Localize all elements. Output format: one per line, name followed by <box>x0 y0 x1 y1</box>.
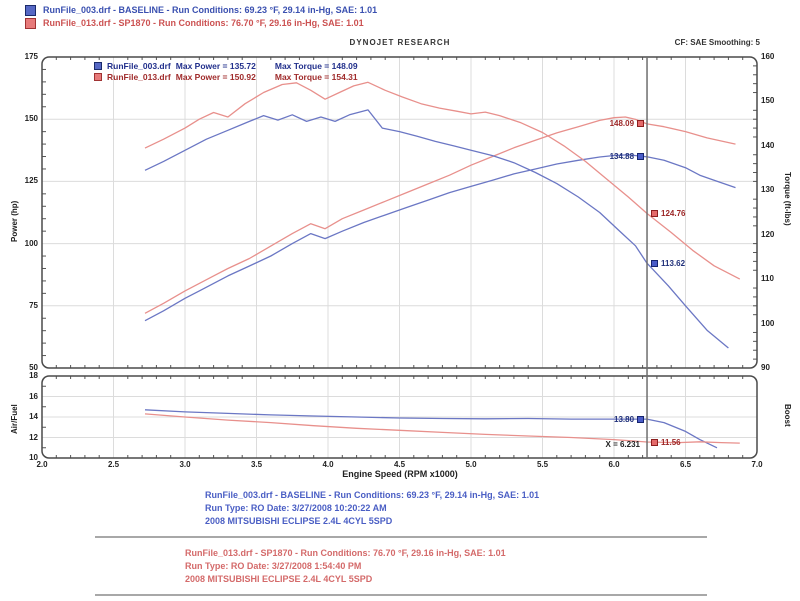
cursor-x-readout: X = 6.231 <box>605 440 640 449</box>
dynojet-research-title: DYNOJET RESEARCH <box>349 38 451 47</box>
baseline_torque-curve <box>144 109 729 349</box>
correction-smoothing-label: CF: SAE Smoothing: 5 <box>674 38 760 47</box>
header-run-sp1870: RunFile_013.drf - SP1870 - Run Condition… <box>25 17 364 29</box>
footer-baseline-line3: 2008 MITSUBISHI ECLIPSE 2.4L 4CYL 5SPD <box>205 516 393 526</box>
footer-baseline-line2: Run Type: RO Date: 3/27/2008 10:20:22 AM <box>205 503 387 513</box>
footer-baseline-block: RunFile_003.drf - BASELINE - Run Conditi… <box>205 489 539 528</box>
legend-sp1870-file: RunFile_013.drf <box>107 71 171 82</box>
boost-axis-title: Boost <box>783 404 792 427</box>
chart-legend: RunFile_003.drf Max Power = 135.72 Max T… <box>94 60 358 82</box>
sp1870_torque-curve <box>144 81 741 280</box>
footer-sp1870-line3: 2008 MITSUBISHI ECLIPSE 2.4L 4CYL 5SPD <box>185 574 373 584</box>
legend-baseline-max-power: Max Power = 135.72 <box>175 60 256 71</box>
air-fuel-panel-border <box>41 375 758 459</box>
footer-sp1870-line2: Run Type: RO Date: 3/27/2008 1:54:40 PM <box>185 561 362 571</box>
sp1870-run-header-text: RunFile_013.drf - SP1870 - Run Condition… <box>43 18 364 28</box>
header-run-baseline: RunFile_003.drf - BASELINE - Run Conditi… <box>25 4 377 16</box>
sp1870_afr-curve <box>144 413 740 444</box>
legend-baseline-file: RunFile_003.drf <box>107 60 171 71</box>
baseline-run-header-text: RunFile_003.drf - BASELINE - Run Conditi… <box>43 5 378 15</box>
legend-row-baseline: RunFile_003.drf Max Power = 135.72 Max T… <box>94 60 358 71</box>
legend-sp1870-max-power: Max Power = 150.92 <box>175 71 256 82</box>
engine-speed-axis-title: Engine Speed (RPM x1000) <box>342 469 458 479</box>
power-torque-panel-border <box>41 56 758 369</box>
legend-baseline-chip <box>94 61 102 70</box>
footer-sp1870-block: RunFile_013.drf - SP1870 - Run Condition… <box>185 547 506 586</box>
legend-sp1870-chip <box>94 72 102 81</box>
footer-divider-2 <box>95 594 707 596</box>
baseline-color-chip <box>25 4 36 16</box>
legend-baseline-max-torque: Max Torque = 148.09 <box>274 60 358 71</box>
footer-sp1870-line1: RunFile_013.drf - SP1870 - Run Condition… <box>185 548 506 558</box>
legend-sp1870-max-torque: Max Torque = 154.31 <box>274 71 358 82</box>
footer-baseline-line1: RunFile_003.drf - BASELINE - Run Conditi… <box>205 490 540 500</box>
sp1870-color-chip <box>25 17 36 29</box>
baseline_afr-curve <box>144 409 718 449</box>
sp1870_power-curve <box>144 116 736 314</box>
legend-row-sp1870: RunFile_013.drf Max Power = 150.92 Max T… <box>94 71 358 82</box>
airfuel-axis-title: Air/Fuel <box>10 404 19 434</box>
power-axis-title: Power (hp) <box>10 200 19 242</box>
footer-divider-1 <box>95 536 707 538</box>
torque-axis-title: Torque (ft-lbs) <box>783 172 792 226</box>
